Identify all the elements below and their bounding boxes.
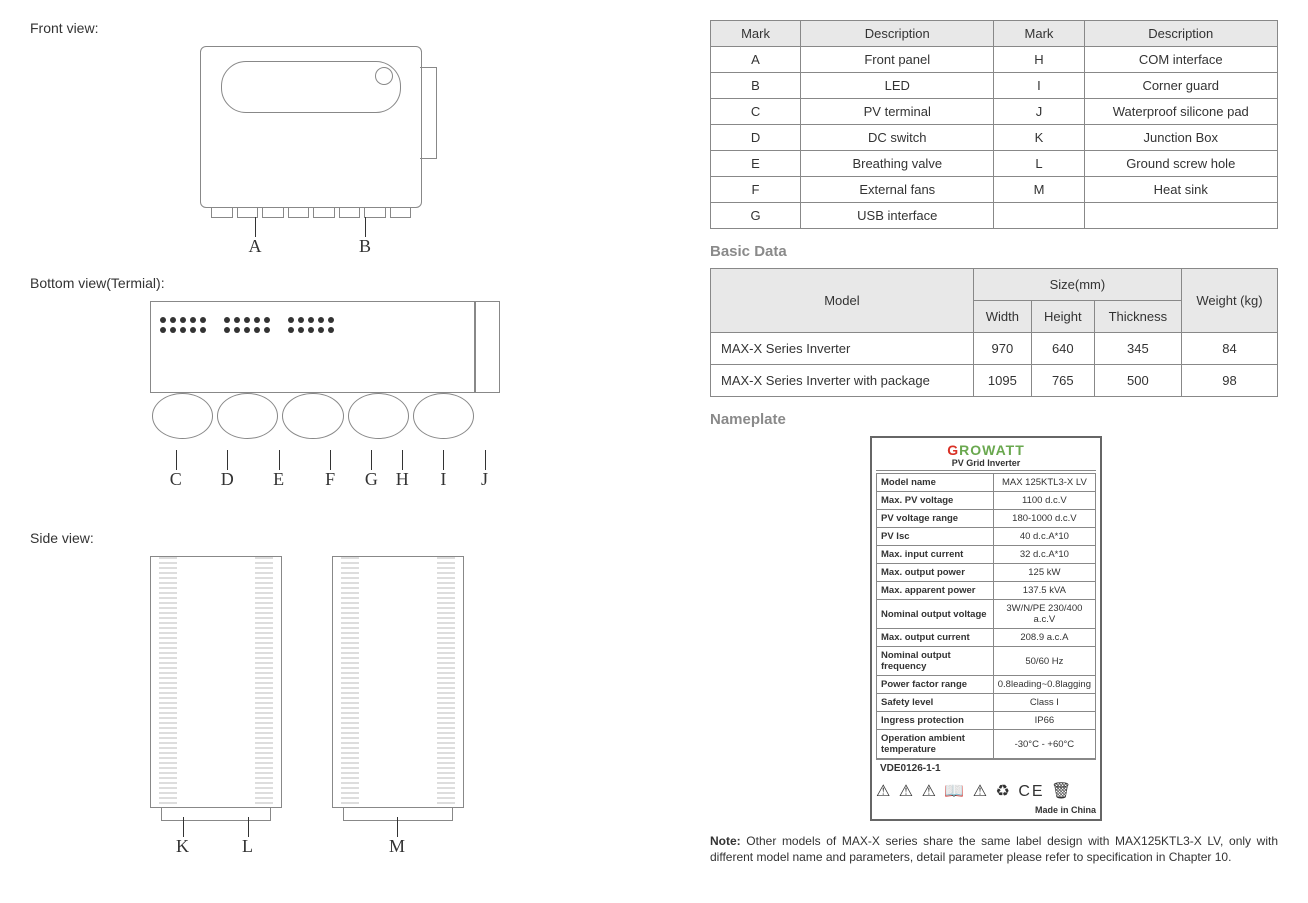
callout-F: F	[304, 469, 355, 490]
size-table: Model Size(mm) Weight (kg) Width Height …	[710, 268, 1278, 397]
table-row: PV voltage range180-1000 d.c.V	[877, 510, 1096, 528]
mark-description-table: Mark Description Mark Description AFront…	[710, 20, 1278, 229]
callout-B: B	[310, 236, 420, 257]
table-row: Operation ambient temperature-30°C - +60…	[877, 730, 1096, 759]
nameplate-icons: ⚠ ⚠ ⚠ 📖 ⚠ ♻ CE 🗑	[876, 777, 1096, 805]
callout-K: K	[150, 836, 215, 857]
bottom-view-label: Bottom view(Termial):	[30, 275, 670, 291]
side-diagram-left	[150, 556, 282, 808]
th-mark2: Mark	[994, 21, 1084, 47]
table-row: Power factor range0.8leading~0.8lagging	[877, 676, 1096, 694]
th-desc2: Description	[1084, 21, 1278, 47]
callout-J: J	[469, 469, 500, 490]
table-row: Nominal output frequency50/60 Hz	[877, 647, 1096, 676]
table-row: CPV terminalJWaterproof silicone pad	[711, 99, 1278, 125]
callout-H: H	[387, 469, 418, 490]
table-row: Max. input current32 d.c.A*10	[877, 546, 1096, 564]
callout-M: M	[332, 836, 462, 857]
th-width: Width	[973, 301, 1031, 333]
table-row: Safety levelClass I	[877, 694, 1096, 712]
nameplate-box: GROWATT PV Grid Inverter Model nameMAX 1…	[870, 436, 1102, 821]
table-row: PV Isc40 d.c.A*10	[877, 528, 1096, 546]
callout-I: I	[418, 469, 469, 490]
table-row: Max. output current208.9 a.c.A	[877, 629, 1096, 647]
bottom-diagram	[150, 301, 500, 441]
table-row: BLEDICorner guard	[711, 73, 1278, 99]
table-row: MAX-X Series Inverter97064034584	[711, 333, 1278, 365]
table-row: Max. apparent power137.5 kVA	[877, 582, 1096, 600]
nameplate-cert: VDE0126-1-1	[876, 759, 1096, 777]
callout-D: D	[201, 469, 252, 490]
table-row: Max. output power125 kW	[877, 564, 1096, 582]
table-row: Ingress protectionIP66	[877, 712, 1096, 730]
nameplate-header: Nameplate	[710, 411, 1278, 428]
note-text: Note: Other models of MAX-X series share…	[710, 833, 1278, 865]
th-weight: Weight (kg)	[1181, 269, 1277, 333]
th-mark: Mark	[711, 21, 801, 47]
table-row: DDC switchKJunction Box	[711, 125, 1278, 151]
brand-logo: GROWATT	[876, 442, 1096, 458]
callout-E: E	[253, 469, 304, 490]
th-size: Size(mm)	[973, 269, 1181, 301]
th-model: Model	[711, 269, 974, 333]
front-diagram	[200, 46, 422, 208]
nameplate-subtitle: PV Grid Inverter	[876, 458, 1096, 471]
front-view-label: Front view:	[30, 20, 670, 36]
th-height: Height	[1031, 301, 1094, 333]
th-desc: Description	[801, 21, 994, 47]
table-row: GUSB interface	[711, 203, 1278, 229]
table-row: AFront panelHCOM interface	[711, 47, 1278, 73]
table-row: FExternal fansMHeat sink	[711, 177, 1278, 203]
nameplate-spec-table: Model nameMAX 125KTL3-X LVMax. PV voltag…	[876, 473, 1096, 759]
side-diagram-right	[332, 556, 464, 808]
callout-L: L	[215, 836, 280, 857]
th-thickness: Thickness	[1094, 301, 1181, 333]
table-row: MAX-X Series Inverter with package109576…	[711, 365, 1278, 397]
callout-C: C	[150, 469, 201, 490]
nameplate-made: Made in China	[876, 805, 1096, 815]
table-row: EBreathing valveLGround screw hole	[711, 151, 1278, 177]
table-row: Model nameMAX 125KTL3-X LV	[877, 474, 1096, 492]
table-row: Max. PV voltage1100 d.c.V	[877, 492, 1096, 510]
callout-A: A	[200, 236, 310, 257]
table-row: Nominal output voltage3W/N/PE 230/400 a.…	[877, 600, 1096, 629]
callout-G: G	[356, 469, 387, 490]
side-view-label: Side view:	[30, 530, 670, 546]
basic-data-header: Basic Data	[710, 243, 1278, 260]
